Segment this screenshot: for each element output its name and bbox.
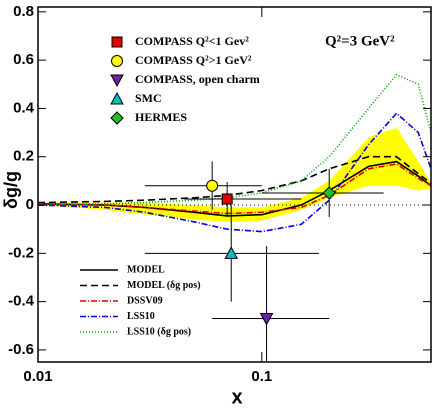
- legend-label: COMPASS Q²<1 Gev²: [135, 34, 249, 48]
- curve: [38, 155, 431, 204]
- x-label: x: [231, 386, 242, 408]
- marker: [111, 55, 123, 67]
- y-tick-label: 0.2: [13, 148, 34, 165]
- x-tick-label: 0.1: [251, 368, 272, 385]
- curve: [38, 112, 431, 233]
- legend-label: LSS10 (δg pos): [127, 326, 191, 337]
- annotation: Q²=3 GeV²: [325, 33, 395, 49]
- y-tick-label: 0.8: [13, 3, 34, 20]
- legend-label: DSSV09: [127, 295, 163, 306]
- marker: [322, 186, 336, 200]
- marker: [110, 111, 124, 125]
- marker: [224, 246, 239, 259]
- legend-label: COMPASS, open charm: [135, 72, 260, 86]
- legend-label: HERMES: [135, 110, 187, 124]
- marker: [206, 179, 219, 192]
- legend-label: MODEL: [127, 264, 165, 275]
- marker: [259, 313, 274, 326]
- legend-label: SMC: [135, 91, 162, 105]
- curve: [38, 163, 431, 215]
- y-tick-label: -0.6: [8, 341, 34, 358]
- marker: [221, 193, 233, 205]
- x-tick-label: 0.01: [23, 368, 52, 385]
- legend-label: COMPASS Q²>1 GeV²: [135, 53, 252, 67]
- error-band: [38, 127, 431, 222]
- marker: [110, 91, 124, 105]
- y-label: δg/g: [1, 171, 21, 209]
- marker: [110, 74, 124, 88]
- plot-area: [38, 73, 431, 362]
- y-tick-label: -0.4: [8, 293, 35, 310]
- legend-label: MODEL (δg pos): [127, 280, 201, 291]
- legend-label: LSS10: [127, 311, 155, 322]
- y-tick-label: -0.2: [8, 244, 34, 261]
- y-tick-label: 0.6: [13, 51, 34, 68]
- marker: [111, 36, 123, 48]
- y-tick-label: 0: [26, 196, 34, 213]
- frame: [37, 6, 432, 363]
- y-tick-label: 0.4: [13, 99, 35, 116]
